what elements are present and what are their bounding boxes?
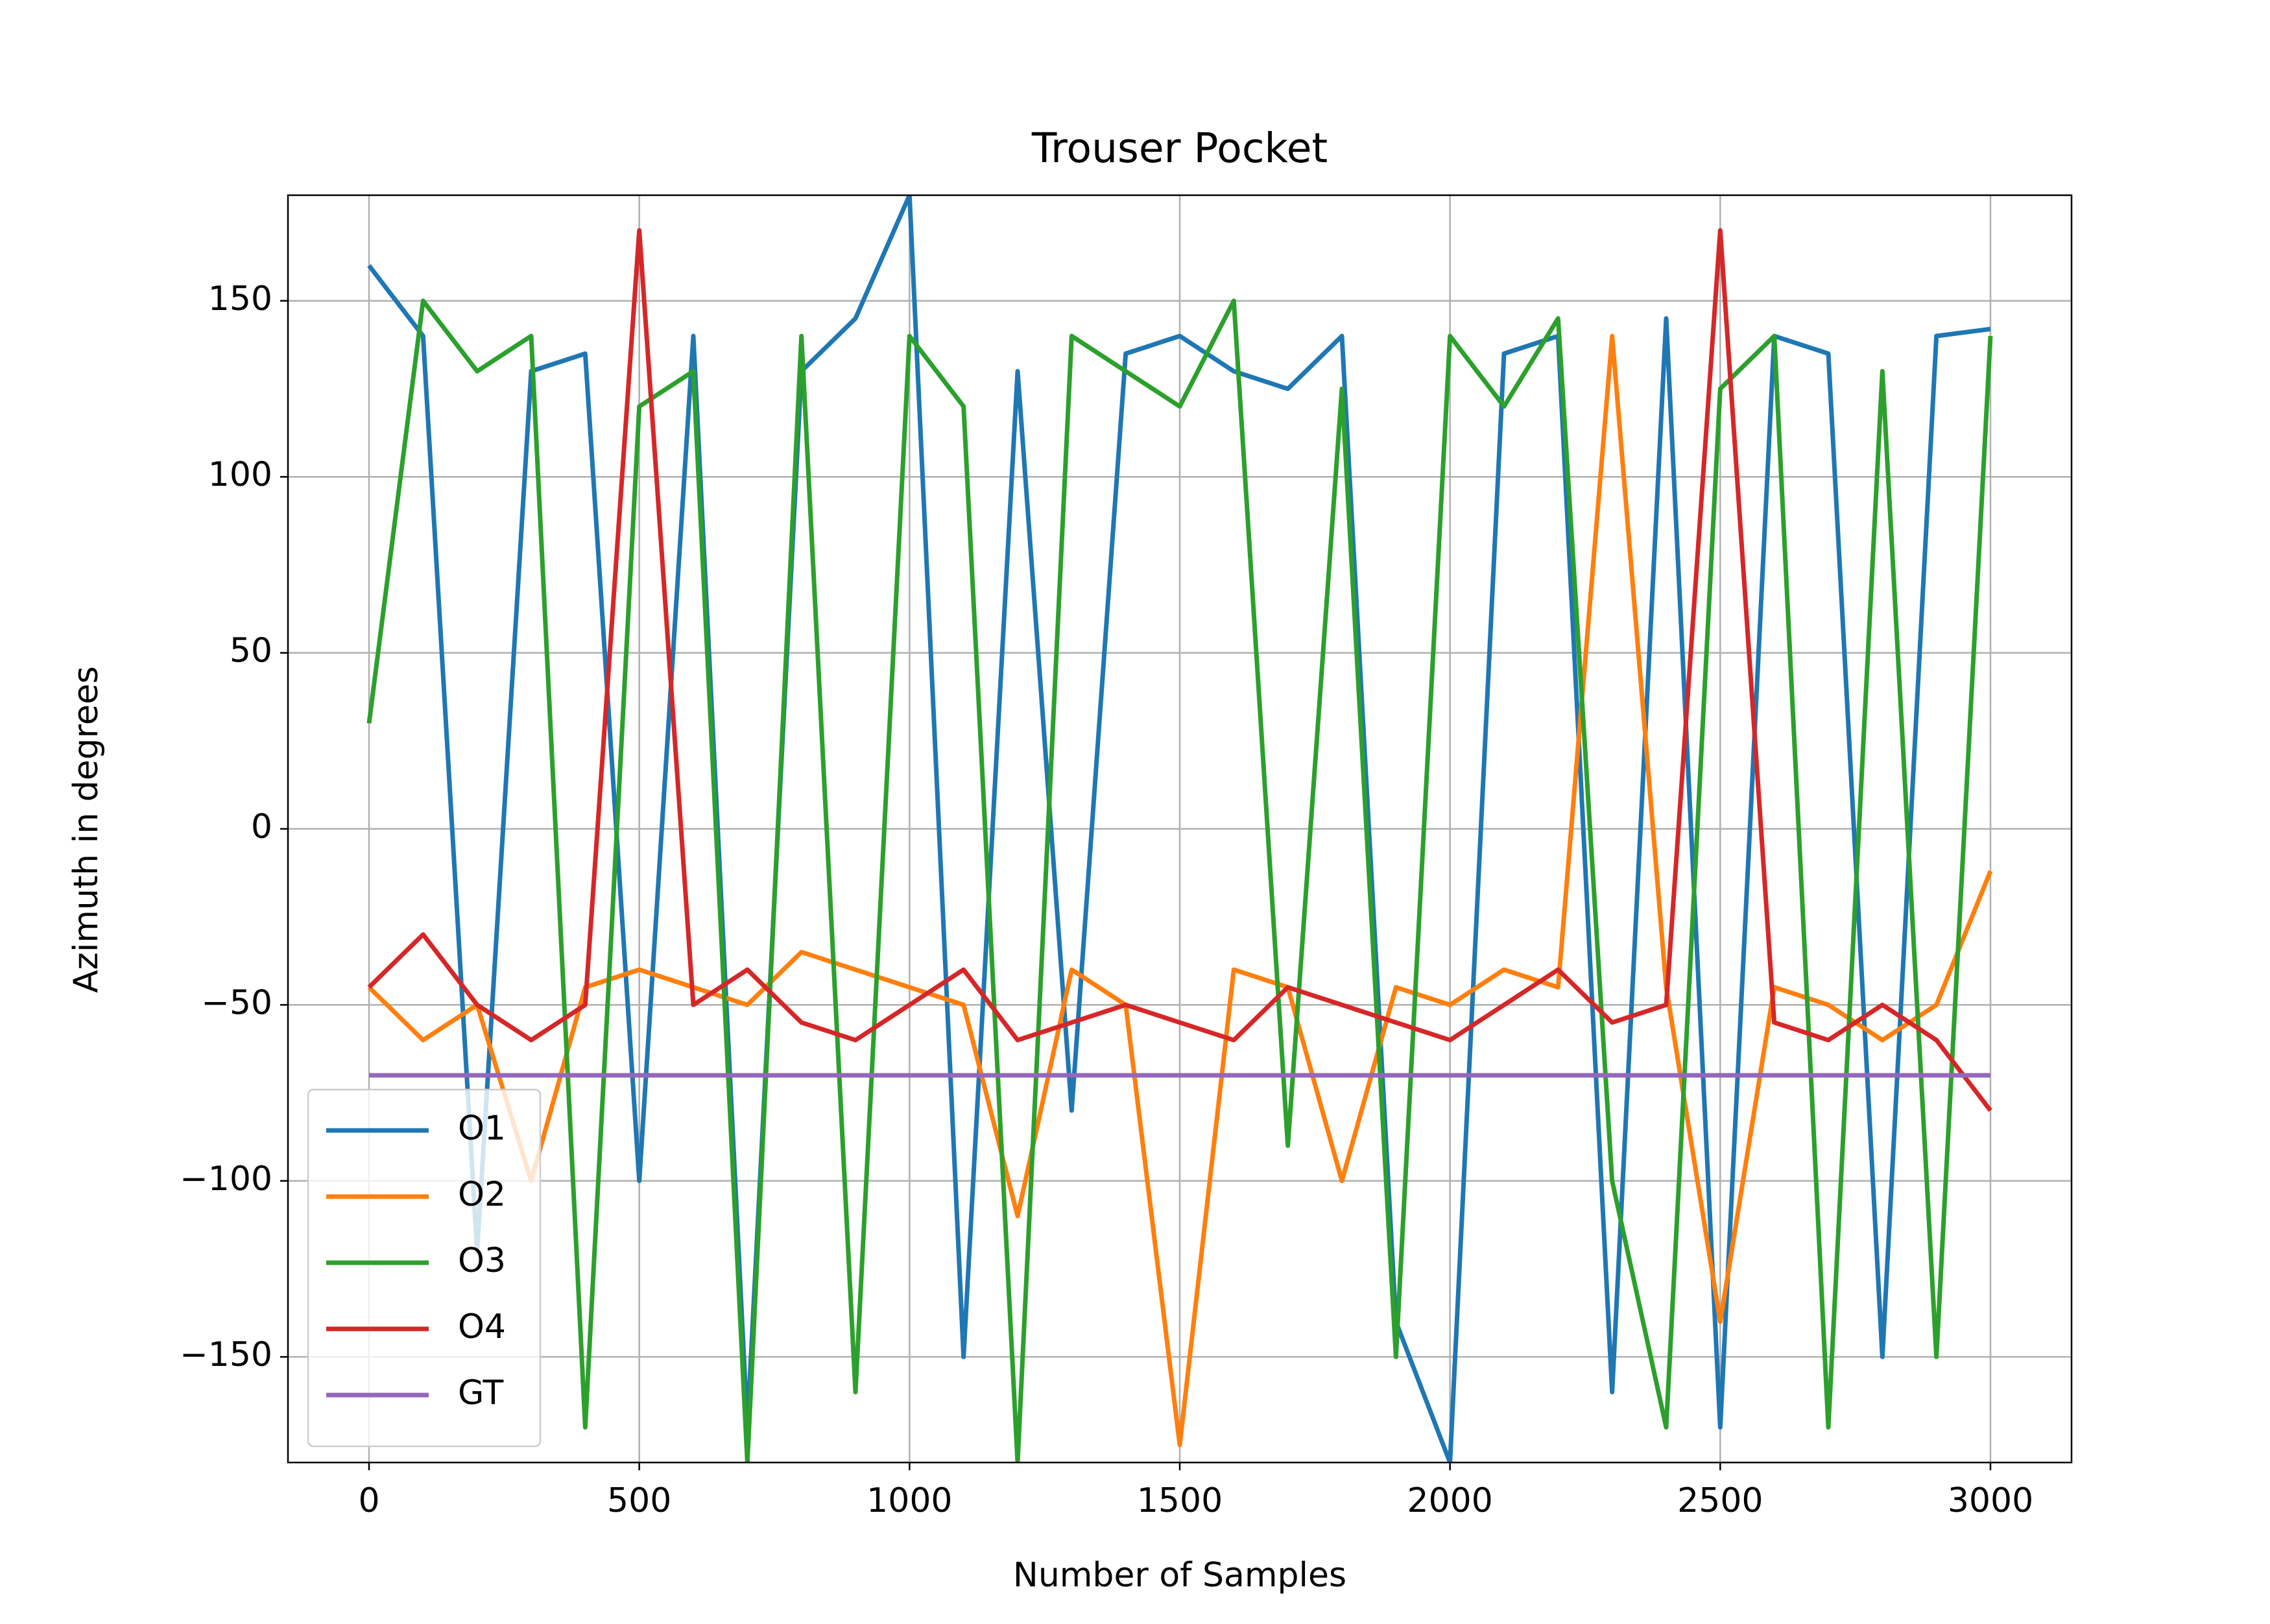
series-line (366, 298, 1993, 1463)
series-line (367, 228, 1992, 1112)
x-tick-label: 2000 (1407, 1481, 1492, 1520)
y-tick-label: 50 (230, 632, 272, 671)
series-line (367, 333, 1993, 1448)
y-tick-label: −150 (180, 1335, 272, 1374)
y-tick-label: 150 (208, 280, 272, 318)
x-tick-label: 3000 (1948, 1481, 2033, 1520)
y-tick-label: −50 (201, 983, 272, 1022)
legend-box (307, 1088, 542, 1448)
x-tick-label: 2500 (1677, 1481, 1763, 1520)
x-tick-label: 1000 (866, 1481, 952, 1520)
y-axis-label: Azimuth in degrees (67, 666, 106, 993)
y-tick-label: 0 (251, 807, 272, 846)
legend-label: O2 (458, 1175, 506, 1214)
chart-title: Trouser Pocket (1031, 125, 1328, 172)
x-tick-label: 500 (607, 1481, 671, 1520)
series-line (367, 195, 1991, 1463)
plot-frame (287, 194, 2073, 1464)
legend-label: O1 (458, 1109, 506, 1148)
legend-label: O4 (458, 1308, 506, 1346)
legend-label: GT (458, 1374, 503, 1413)
x-tick-label: 1500 (1137, 1481, 1223, 1520)
legend-label: O3 (458, 1241, 506, 1280)
y-tick-label: −100 (180, 1160, 272, 1199)
y-tick-label: 100 (208, 455, 272, 494)
x-axis-label: Number of Samples (1013, 1556, 1346, 1595)
x-tick-label: 0 (358, 1481, 379, 1520)
